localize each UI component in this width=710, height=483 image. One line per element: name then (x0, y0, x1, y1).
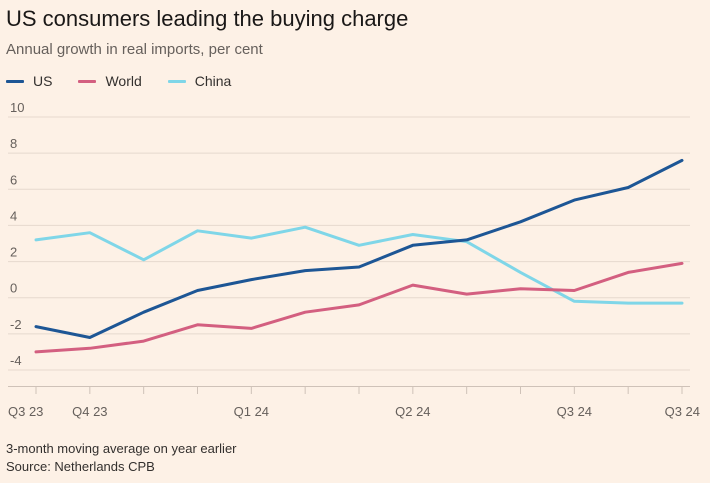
legend-swatch-us (6, 79, 24, 83)
y-tick-label: -2 (10, 317, 22, 332)
legend-item-us: US (6, 73, 52, 89)
y-tick-label: 2 (10, 245, 17, 260)
y-tick-label: -4 (10, 353, 22, 368)
legend-swatch-world (78, 79, 97, 83)
source-note: Source: Netherlands CPB (6, 459, 155, 474)
y-tick-label: 0 (10, 281, 17, 296)
series-line-us (34, 158, 684, 339)
chart-title: US consumers leading the buying charge (6, 6, 409, 31)
x-tick-label: Q4 23 (72, 404, 107, 419)
x-tick-label: Q3 24 (665, 404, 700, 419)
legend-label-world: World (105, 73, 142, 89)
y-tick-label: 4 (10, 208, 17, 223)
legend-label-us: US (33, 73, 53, 89)
x-tick-label: Q3 23 (8, 404, 43, 419)
y-tick-label: 8 (10, 136, 17, 151)
legend-item-world: World (78, 73, 142, 89)
chart-subtitle: Annual growth in real imports, per cent (6, 41, 263, 58)
footnote: 3-month moving average on year earlier (6, 441, 237, 456)
x-tick-label: Q1 24 (234, 404, 269, 419)
x-tick-label: Q2 24 (395, 404, 430, 419)
series-line-china (34, 225, 684, 305)
x-tick-label: Q3 24 (557, 404, 592, 419)
legend: US World China (6, 73, 257, 89)
legend-item-china: China (167, 73, 232, 89)
legend-label-china: China (194, 73, 232, 89)
y-tick-label: 6 (10, 172, 17, 187)
series-line-world (34, 261, 684, 354)
legend-swatch-china (167, 79, 186, 83)
y-tick-label: 10 (10, 100, 24, 115)
